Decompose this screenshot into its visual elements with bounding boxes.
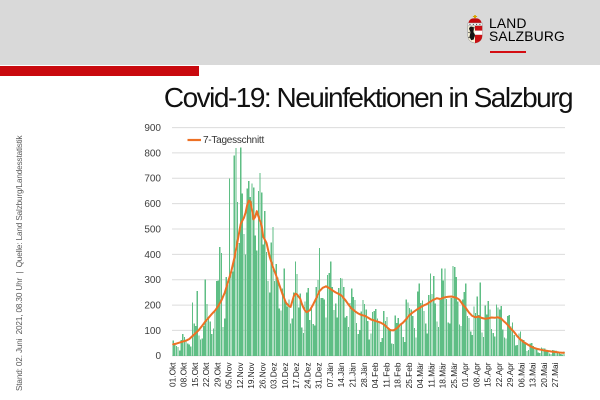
svg-text:29.Okt: 29.Okt <box>212 362 222 387</box>
svg-text:25.Mär: 25.Mär <box>449 362 459 388</box>
svg-text:06.Mai: 06.Mai <box>516 362 526 387</box>
svg-text:15.Okt: 15.Okt <box>190 362 200 387</box>
svg-text:29.Apr: 29.Apr <box>505 362 515 387</box>
svg-text:20.Mai: 20.Mai <box>539 362 549 387</box>
svg-text:500: 500 <box>144 224 161 235</box>
svg-text:04.Mär: 04.Mär <box>415 362 425 388</box>
svg-text:12.Nov: 12.Nov <box>235 362 245 389</box>
svg-text:14.Jän: 14.Jän <box>336 362 346 387</box>
svg-text:01.Apr: 01.Apr <box>460 362 470 387</box>
svg-text:300: 300 <box>144 275 161 286</box>
svg-text:15.Apr: 15.Apr <box>483 362 493 387</box>
svg-text:11.Feb: 11.Feb <box>381 362 391 388</box>
svg-text:700: 700 <box>144 174 161 185</box>
svg-text:11.Mär: 11.Mär <box>426 362 436 387</box>
svg-text:25.Feb: 25.Feb <box>404 362 414 388</box>
svg-text:08.Apr: 08.Apr <box>471 362 481 387</box>
svg-text:19.Nov: 19.Nov <box>246 362 256 389</box>
svg-text:03.Dez: 03.Dez <box>269 363 279 389</box>
svg-text:800: 800 <box>144 148 161 159</box>
svg-text:26.Nov: 26.Nov <box>257 362 267 389</box>
svg-text:27.Mai: 27.Mai <box>550 362 560 387</box>
svg-text:21.Jän: 21.Jän <box>347 362 357 387</box>
svg-text:28.Jän: 28.Jän <box>359 362 369 387</box>
svg-text:05.Nov: 05.Nov <box>224 362 234 389</box>
svg-text:24.Dez: 24.Dez <box>302 363 312 389</box>
svg-text:7-Tagesschnitt: 7-Tagesschnitt <box>203 135 264 146</box>
svg-text:0: 0 <box>155 351 161 362</box>
svg-text:22.Apr: 22.Apr <box>494 362 504 387</box>
svg-text:200: 200 <box>144 301 161 312</box>
svg-text:18.Feb: 18.Feb <box>392 362 402 388</box>
svg-text:13.Mai: 13.Mai <box>528 362 538 387</box>
svg-text:400: 400 <box>144 250 161 261</box>
svg-text:07.Jän: 07.Jän <box>325 362 335 387</box>
svg-text:100: 100 <box>144 326 161 337</box>
svg-text:22.Okt: 22.Okt <box>201 362 211 387</box>
svg-text:08.Okt: 08.Okt <box>179 362 189 387</box>
svg-text:01.Okt: 01.Okt <box>167 362 177 387</box>
svg-text:18.Mär: 18.Mär <box>437 362 447 388</box>
svg-text:04.Feb: 04.Feb <box>370 362 380 388</box>
svg-text:900: 900 <box>144 123 161 134</box>
svg-text:600: 600 <box>144 199 161 210</box>
svg-text:10.Dez: 10.Dez <box>280 363 290 389</box>
svg-text:17.Dez: 17.Dez <box>291 363 301 389</box>
svg-text:31.Dez: 31.Dez <box>314 363 324 389</box>
